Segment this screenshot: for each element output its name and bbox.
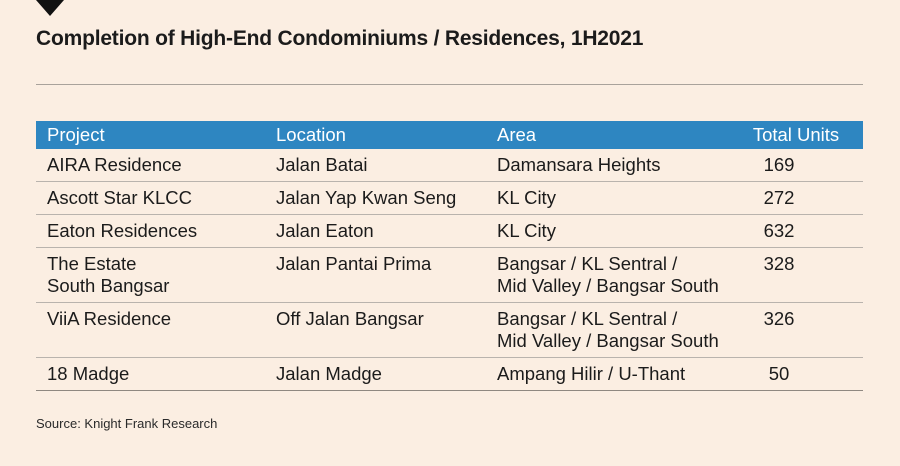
cell-project: Eaton Residences — [36, 214, 265, 248]
cell-area: Bangsar / KL Sentral / Mid Valley / Bang… — [486, 247, 729, 303]
table-row: AIRA Residence Jalan Batai Damansara Hei… — [36, 149, 863, 182]
table-header-row: Project Location Area Total Units — [36, 121, 863, 149]
page-title: Completion of High-End Condominiums / Re… — [36, 27, 644, 50]
cell-line: Off Jalan Bangsar — [276, 308, 424, 329]
source-note: Source: Knight Frank Research — [36, 416, 218, 431]
cell-area: Ampang Hilir / U-Thant — [486, 357, 729, 391]
cell-units: 326 — [729, 302, 863, 358]
cell-line: 18 Madge — [47, 363, 130, 384]
cell-units: 328 — [729, 247, 863, 303]
cell-line: Mid Valley / Bangsar South — [497, 330, 719, 351]
cell-location: Jalan Madge — [265, 357, 486, 391]
header-project: Project — [36, 121, 265, 149]
cell-line: AIRA Residence — [47, 154, 182, 175]
table-row: The Estate South Bangsar Jalan Pantai Pr… — [36, 247, 863, 303]
cell-line: Ascott Star KLCC — [47, 187, 192, 208]
header-location: Location — [265, 121, 486, 149]
cell-line: South Bangsar — [47, 275, 170, 296]
header-marker-icon — [36, 0, 64, 16]
cell-line: Jalan Yap Kwan Seng — [276, 187, 457, 208]
cell-line: Jalan Eaton — [276, 220, 374, 241]
table-row: Ascott Star KLCC Jalan Yap Kwan Seng KL … — [36, 181, 863, 215]
completions-table: Project Location Area Total Units AIRA R… — [36, 121, 863, 391]
table-body: AIRA Residence Jalan Batai Damansara Hei… — [36, 149, 863, 391]
cell-location: Jalan Batai — [265, 149, 486, 182]
cell-line: KL City — [497, 187, 556, 208]
cell-line: Bangsar / KL Sentral / — [497, 308, 678, 329]
cell-line: KL City — [497, 220, 556, 241]
cell-location: Jalan Eaton — [265, 214, 486, 248]
table-row: Eaton Residences Jalan Eaton KL City 632 — [36, 214, 863, 248]
cell-line: Damansara Heights — [497, 154, 661, 175]
cell-units: 169 — [729, 149, 863, 182]
cell-line: Eaton Residences — [47, 220, 198, 241]
title-divider — [36, 84, 863, 85]
cell-location: Jalan Pantai Prima — [265, 247, 486, 303]
cell-project: The Estate South Bangsar — [36, 247, 265, 303]
cell-line: Jalan Batai — [276, 154, 368, 175]
cell-line: Ampang Hilir / U-Thant — [497, 363, 686, 384]
cell-line: Jalan Pantai Prima — [276, 253, 432, 274]
header-total-units: Total Units — [729, 121, 863, 149]
cell-project: Ascott Star KLCC — [36, 181, 265, 215]
cell-area: Damansara Heights — [486, 149, 729, 182]
cell-units: 632 — [729, 214, 863, 248]
table-row: 18 Madge Jalan Madge Ampang Hilir / U-Th… — [36, 357, 863, 391]
cell-project: ViiA Residence — [36, 302, 265, 358]
cell-line: Mid Valley / Bangsar South — [497, 275, 719, 296]
cell-location: Off Jalan Bangsar — [265, 302, 486, 358]
cell-line: Jalan Madge — [276, 363, 382, 384]
cell-project: 18 Madge — [36, 357, 265, 391]
cell-line: The Estate — [47, 253, 137, 274]
cell-area: Bangsar / KL Sentral / Mid Valley / Bang… — [486, 302, 729, 358]
cell-units: 272 — [729, 181, 863, 215]
table-row: ViiA Residence Off Jalan Bangsar Bangsar… — [36, 302, 863, 358]
cell-line: Bangsar / KL Sentral / — [497, 253, 678, 274]
cell-line: ViiA Residence — [47, 308, 172, 329]
header-area: Area — [486, 121, 729, 149]
cell-area: KL City — [486, 181, 729, 215]
cell-location: Jalan Yap Kwan Seng — [265, 181, 486, 215]
cell-project: AIRA Residence — [36, 149, 265, 182]
cell-units: 50 — [729, 357, 863, 391]
cell-area: KL City — [486, 214, 729, 248]
